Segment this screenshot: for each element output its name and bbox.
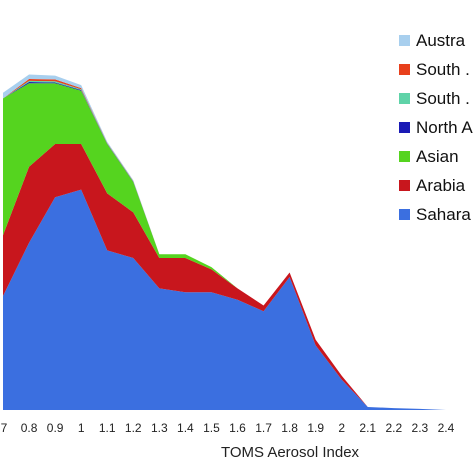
x-tick-label: 1 bbox=[78, 421, 85, 435]
x-tick-label: 1.9 bbox=[307, 421, 324, 435]
x-tick-label: 1.1 bbox=[99, 421, 116, 435]
legend-label: South . bbox=[416, 89, 470, 108]
x-axis-label: TOMS Aerosol Index bbox=[221, 444, 360, 461]
x-tick-label: 1.4 bbox=[177, 421, 194, 435]
legend-swatch bbox=[399, 93, 410, 104]
x-tick-label: 1.5 bbox=[203, 421, 220, 435]
area-series-group bbox=[3, 74, 472, 411]
x-tick-label: 7 bbox=[1, 421, 8, 435]
x-tick-label: 1.6 bbox=[229, 421, 246, 435]
x-tick-label: 1.7 bbox=[255, 421, 272, 435]
legend-swatch bbox=[399, 209, 410, 220]
x-tick-label: 2.3 bbox=[412, 421, 429, 435]
x-tick-label: 2.4 bbox=[438, 421, 455, 435]
x-axis-ticks: 7 0.8 0.9 1 1.1 1.2 1.3 1.4 1.5 1.6 1.7 1.8 1.9 2 2.1 2… bbox=[1, 421, 455, 435]
legend-label: Sahara bbox=[416, 205, 471, 224]
x-tick-label: 0.9 bbox=[47, 421, 64, 435]
legend-label: North A bbox=[416, 118, 473, 137]
legend-swatch bbox=[399, 35, 410, 46]
area-asian-2 bbox=[3, 83, 472, 410]
legend-label: Austra bbox=[416, 31, 466, 50]
x-tick-label: 2.1 bbox=[359, 421, 376, 435]
legend-swatch bbox=[399, 64, 410, 75]
x-tick-label: 1.3 bbox=[151, 421, 168, 435]
legend-label: Arabia bbox=[416, 176, 466, 195]
x-tick-label: 2 bbox=[338, 421, 345, 435]
legend: Austra South . South . North A Asian Arabia Sa… bbox=[399, 31, 473, 224]
legend-label: Asian bbox=[416, 147, 459, 166]
x-tick-label: 1.2 bbox=[125, 421, 142, 435]
x-tick-label: 0.8 bbox=[21, 421, 38, 435]
x-tick-label: 2.2 bbox=[385, 421, 402, 435]
x-tick-label: 1.8 bbox=[281, 421, 298, 435]
area-arabia-1 bbox=[3, 144, 472, 410]
legend-swatch bbox=[399, 122, 410, 133]
legend-swatch bbox=[399, 180, 410, 191]
legend-label: South . bbox=[416, 60, 470, 79]
legend-swatch bbox=[399, 151, 410, 162]
